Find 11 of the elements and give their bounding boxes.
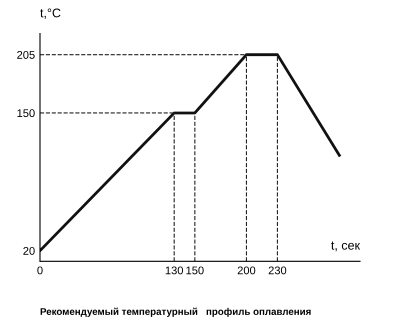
- y-tick-label: 205: [17, 50, 35, 59]
- x-tick-label: 130: [166, 266, 184, 274]
- y-axis-title: t,°C: [40, 8, 60, 19]
- y-tick-label: 150: [17, 109, 35, 118]
- text: Рекомендуемый температурный профиль оплавления: [40, 308, 311, 317]
- x-tick-label: 230: [268, 266, 286, 274]
- x-axis-title: t, сек: [331, 242, 360, 252]
- x-tick-label: 150: [186, 266, 204, 274]
- x-tick-label: 0: [37, 266, 43, 274]
- x-tick-label: 200: [238, 266, 256, 274]
- y-tick-label: 20: [23, 246, 35, 255]
